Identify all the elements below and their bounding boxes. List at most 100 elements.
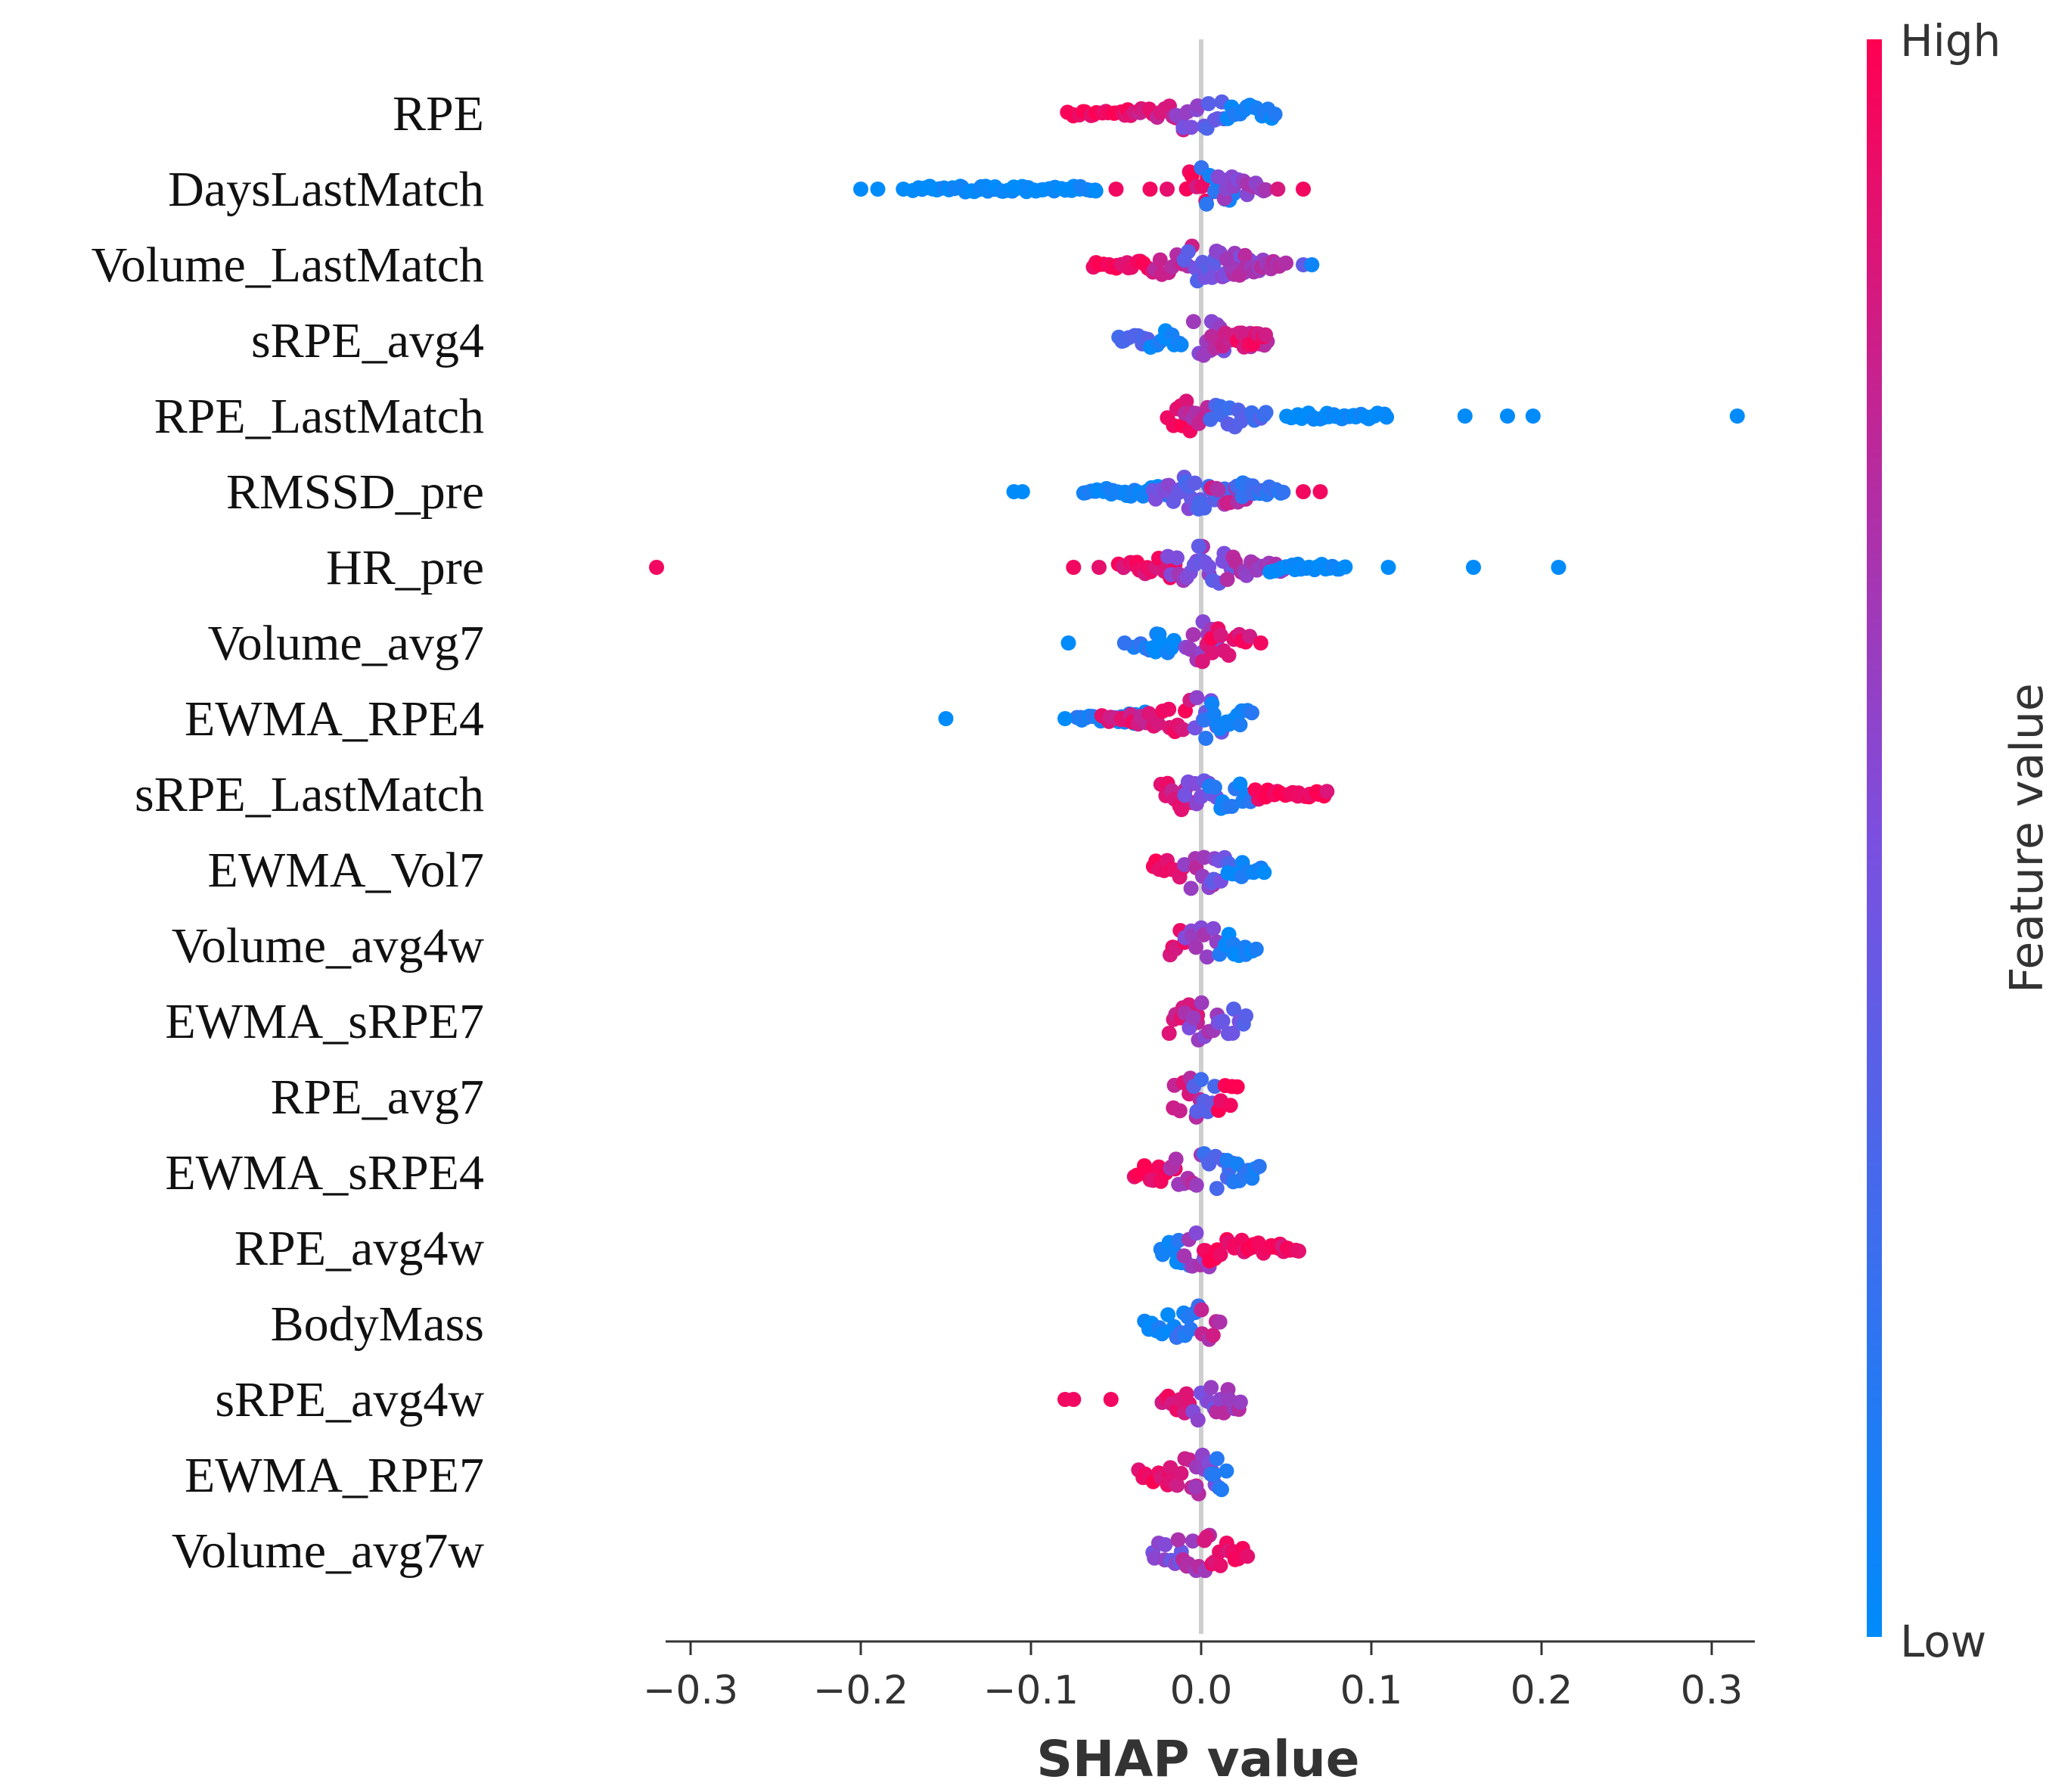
shap-point [1232,1394,1248,1410]
feature-row-dots [1145,849,1272,896]
feature-row-dots [1153,1225,1306,1275]
colorbar-gradient [1867,39,1882,1637]
shap-point [1161,1026,1177,1041]
shap-point [1219,572,1235,587]
shap-point [1014,484,1030,499]
shap-point [1203,1380,1219,1396]
colorbar-low-label: Low [1900,1616,1986,1667]
feature-label: sRPE_avg4 [251,313,484,368]
shap-point [1225,1025,1240,1041]
x-ticks: −0.3 −0.2 −0.1 0.0 0.1 0.2 0.3 [643,1641,1743,1713]
shap-point [1210,169,1226,185]
dots-layer [649,94,1745,1579]
feature-row-dots [1057,1380,1248,1428]
shap-point [1183,880,1199,896]
shap-point [1209,1181,1225,1197]
shap-point [1194,654,1210,669]
feature-label: HR_pre [326,540,484,595]
x-tick-label: 0.0 [1170,1668,1233,1713]
feature-row-dots [1111,314,1275,363]
shap-point [1214,1482,1229,1498]
shap-point [1237,247,1253,263]
shap-point [1116,635,1132,651]
feature-label: RPE_avg4w [234,1221,484,1276]
shap-point [896,182,911,197]
shap-point [1184,120,1199,135]
shap-point [1229,1079,1245,1095]
shap-point [1457,408,1473,424]
shap-point [1183,1321,1198,1337]
x-tick-label: 0.2 [1511,1668,1573,1713]
feature-row-dots [1131,1447,1234,1502]
shap-point [1161,701,1177,717]
feature-row-dots [1166,1070,1245,1125]
shap-point [1380,560,1396,575]
x-tick-label: −0.2 [813,1668,908,1713]
feature-row-dots [1153,773,1335,818]
shap-point [1212,1247,1228,1262]
shap-point [1190,1412,1206,1428]
feature-row-dots [938,690,1259,746]
colorbar-high-label: High [1900,15,2001,67]
shap-point [1177,787,1193,803]
shap-point [1160,182,1175,197]
shap-point [1066,560,1082,575]
feature-row-dots [1085,238,1320,289]
shap-point [1166,632,1181,648]
x-tick-label: −0.1 [983,1668,1079,1713]
feature-label: sRPE_avg4w [215,1372,484,1427]
shap-point [1057,711,1073,726]
shap-point [1198,731,1214,746]
shap-point [1108,182,1124,197]
feature-label: Volume_LastMatch [92,238,484,293]
shap-point [1152,252,1168,268]
feature-label: Volume_avg7 [208,616,484,671]
shap-point [1291,1243,1306,1259]
shap-point [1205,1328,1221,1343]
shap-point [1194,1072,1209,1088]
shap-point [1175,722,1191,738]
shap-point [1103,1392,1119,1407]
shap-point [1194,1302,1209,1318]
shap-point [1088,183,1104,199]
shap-point [1060,635,1076,651]
feature-label: DaysLastMatch [168,162,484,217]
shap-point [1379,409,1395,425]
feature-label: EWMA_sRPE4 [165,1145,484,1200]
feature-label: EWMA_sRPE7 [165,994,484,1049]
shap-point [1209,1451,1225,1467]
shap-point [1258,405,1274,421]
shap-point [1312,484,1328,499]
colorbar: High Low Feature value [1867,15,2054,1667]
shap-point [1185,1533,1200,1549]
feature-label: sRPE_LastMatch [135,767,484,822]
feature-label: RPE_LastMatch [154,389,484,444]
shap-point [1219,1463,1234,1479]
shap-point [1168,1151,1184,1167]
shap-point [1213,627,1228,643]
feature-row-dots [1126,1146,1267,1197]
feature-row-dots [1006,469,1328,517]
shap-point [1222,1098,1238,1113]
shap-point [1185,314,1201,330]
shap-point [1206,779,1222,795]
feature-label: Volume_avg4w [172,918,484,974]
shap-point [1200,96,1216,111]
shap-point [1242,629,1258,644]
feature-row-dots [1163,920,1264,965]
shap-point [1500,408,1515,424]
shap-point [1169,1477,1185,1493]
shap-point [1170,1532,1186,1548]
shap-point [1278,255,1294,271]
shap-point [1169,550,1185,566]
shap-point [1215,1013,1231,1029]
shap-point [1551,560,1566,575]
feature-row-dots [1145,1527,1256,1579]
shap-point [1197,500,1212,516]
shap-point [1173,1465,1189,1481]
shap-point [1270,182,1286,197]
shap-point [1188,939,1203,955]
shap-point [1206,921,1222,936]
feature-row-dots [1160,393,1745,439]
shap-point [1188,1177,1204,1193]
